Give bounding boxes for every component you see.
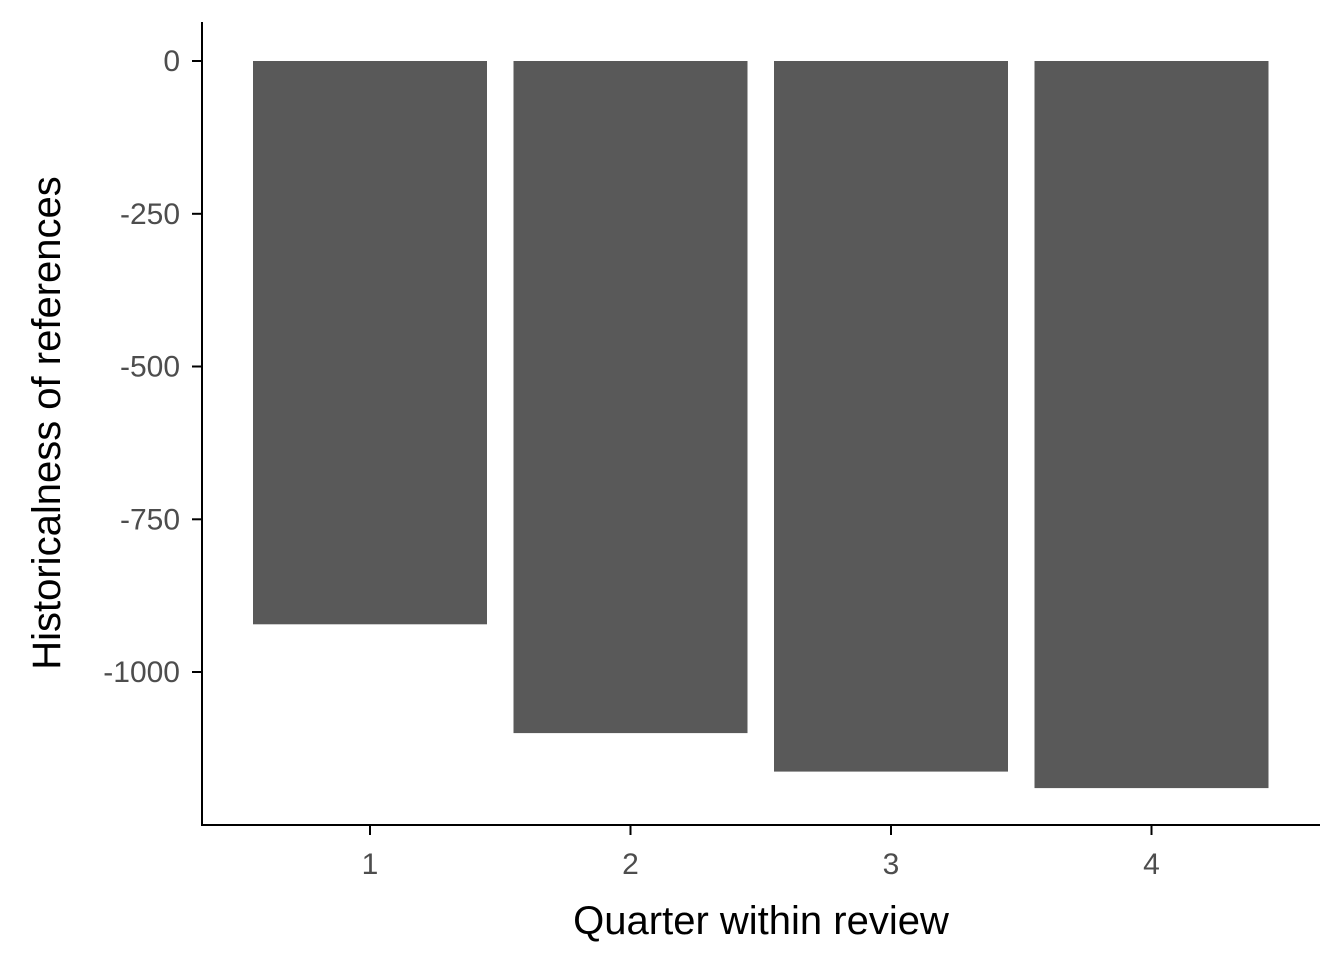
x-tick-label: 4 bbox=[1143, 848, 1160, 881]
y-tick-label: 0 bbox=[163, 45, 180, 78]
x-ticks: 1 2 3 4 bbox=[362, 825, 1160, 881]
x-axis-title: Quarter within review bbox=[573, 899, 949, 943]
x-tick-label: 2 bbox=[622, 848, 639, 881]
bar-quarter-2 bbox=[513, 61, 748, 734]
bar-quarter-3 bbox=[774, 61, 1008, 772]
bar-quarter-4 bbox=[1034, 61, 1269, 789]
x-tick-label: 1 bbox=[362, 848, 379, 881]
y-ticks: 0 -250 -500 -750 -1000 bbox=[103, 45, 202, 689]
y-tick-label: -750 bbox=[120, 503, 180, 536]
y-tick-label: -500 bbox=[120, 351, 180, 384]
bar-quarter-1 bbox=[253, 61, 487, 625]
y-axis-title: Historicalness of references bbox=[25, 176, 69, 670]
y-tick-label: -1000 bbox=[103, 656, 180, 689]
bars-layer bbox=[253, 61, 1269, 789]
axes-layer bbox=[201, 22, 1320, 826]
x-tick-label: 3 bbox=[883, 848, 900, 881]
y-tick-label: -250 bbox=[120, 198, 180, 231]
